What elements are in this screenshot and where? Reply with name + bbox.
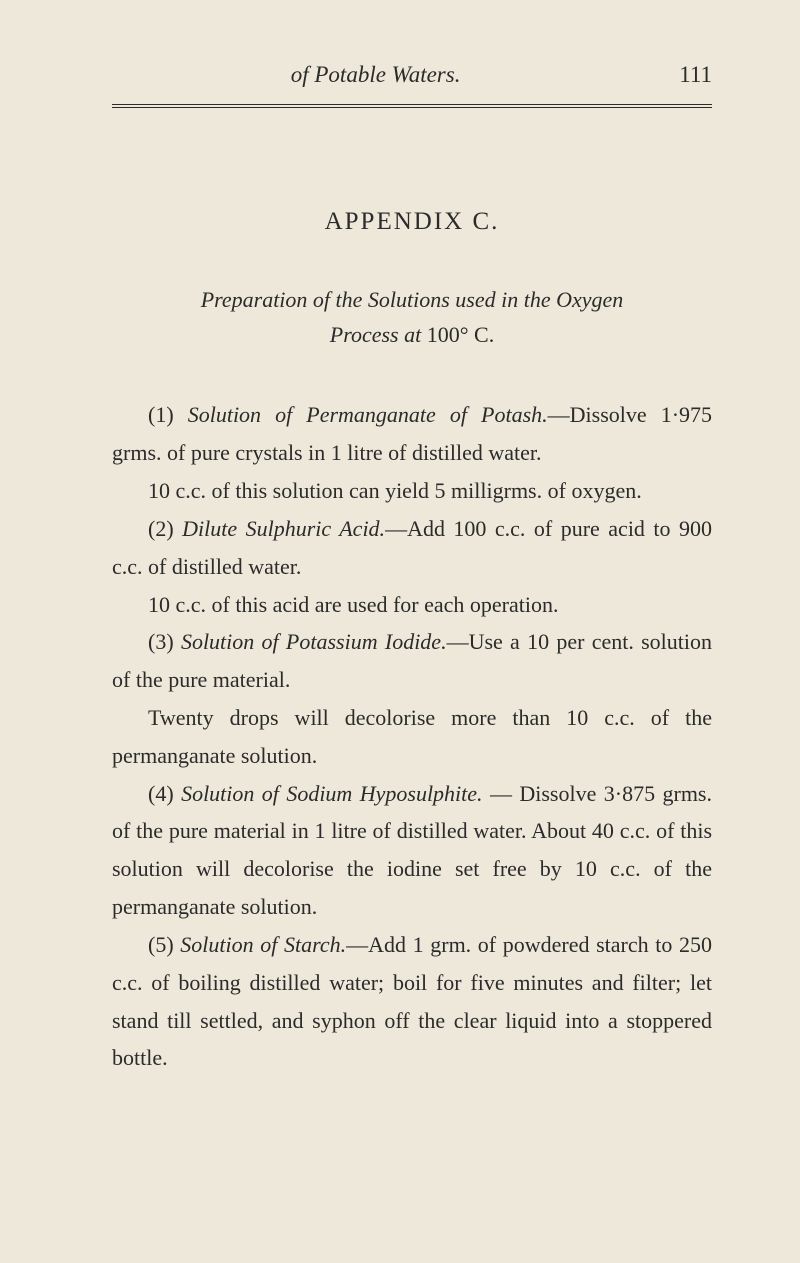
- header-row: of Potable Waters. 111: [112, 62, 712, 88]
- paragraph-7: (4) Solution of Sodium Hyposulphite. — D…: [112, 775, 712, 926]
- header-divider: [112, 104, 712, 108]
- para-text: 10 c.c. of this solution can yield 5 mil…: [148, 478, 642, 503]
- page-number: 111: [679, 62, 712, 88]
- paragraph-2: 10 c.c. of this solution can yield 5 mil…: [112, 472, 712, 510]
- body-text: (1) Solution of Permanganate of Potash.—…: [112, 396, 712, 1077]
- subtitle-line1: Preparation of the Solutions used in the…: [201, 287, 624, 312]
- paragraph-6: Twenty drops will decolorise more than 1…: [112, 699, 712, 775]
- para-italic: Solution of Starch.: [180, 932, 346, 957]
- para-num: (3): [148, 629, 174, 654]
- subtitle-temp: 100° C.: [427, 322, 494, 347]
- paragraph-4: 10 c.c. of this acid are used for each o…: [112, 586, 712, 624]
- para-italic: Solution of Permanganate of Potash.: [188, 402, 548, 427]
- para-text: 10 c.c. of this acid are used for each o…: [148, 592, 559, 617]
- para-text: Twenty drops will decolorise more than 1…: [112, 705, 712, 768]
- paragraph-1: (1) Solution of Permanganate of Potash.—…: [112, 396, 712, 472]
- paragraph-3: (2) Dilute Sulphuric Acid.—Add 100 c.c. …: [112, 510, 712, 586]
- paragraph-8: (5) Solution of Starch.—Add 1 grm. of po…: [112, 926, 712, 1077]
- para-num: (4): [148, 781, 174, 806]
- para-italic: Solution of Potassium Iodide.: [181, 629, 447, 654]
- subtitle-line2: Process at: [330, 322, 421, 347]
- running-title: of Potable Waters.: [112, 62, 639, 88]
- appendix-subtitle: Preparation of the Solutions used in the…: [112, 282, 712, 352]
- para-italic: Solution of Sodium Hyposulphite.: [181, 781, 482, 806]
- para-num: (1): [148, 402, 174, 427]
- para-num: (2): [148, 516, 174, 541]
- para-italic: Dilute Sulphuric Acid.: [182, 516, 385, 541]
- appendix-title: APPENDIX C.: [112, 208, 712, 236]
- paragraph-5: (3) Solution of Potassium Iodide.—Use a …: [112, 623, 712, 699]
- para-num: (5): [148, 932, 174, 957]
